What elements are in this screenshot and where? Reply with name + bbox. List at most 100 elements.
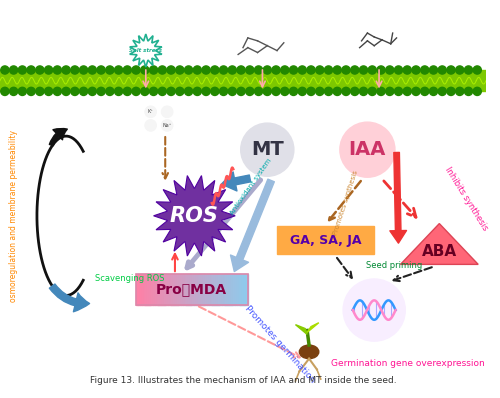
Text: MT: MT bbox=[251, 140, 284, 159]
Bar bbox=[174, 274, 176, 305]
Circle shape bbox=[123, 66, 132, 74]
Circle shape bbox=[360, 87, 368, 96]
Circle shape bbox=[394, 87, 402, 96]
Circle shape bbox=[97, 87, 105, 96]
Bar bbox=[246, 274, 248, 305]
Circle shape bbox=[210, 87, 219, 96]
Circle shape bbox=[420, 87, 429, 96]
Circle shape bbox=[184, 87, 192, 96]
Bar bbox=[182, 274, 185, 305]
Circle shape bbox=[368, 87, 376, 96]
Circle shape bbox=[44, 66, 52, 74]
Circle shape bbox=[176, 87, 184, 96]
FancyArrowPatch shape bbox=[50, 284, 90, 312]
Bar bbox=[151, 274, 154, 305]
Text: Figure 13. Illustrates the mechanism of IAA and MT inside the seed.: Figure 13. Illustrates the mechanism of … bbox=[90, 376, 397, 385]
Circle shape bbox=[140, 66, 149, 74]
Bar bbox=[216, 274, 218, 305]
Circle shape bbox=[333, 87, 342, 96]
Circle shape bbox=[290, 66, 298, 74]
Circle shape bbox=[114, 66, 122, 74]
Circle shape bbox=[377, 66, 385, 74]
Bar bbox=[238, 274, 241, 305]
Bar bbox=[212, 274, 215, 305]
Bar bbox=[162, 274, 164, 305]
Circle shape bbox=[202, 87, 210, 96]
Circle shape bbox=[237, 66, 245, 74]
Text: Seed priming: Seed priming bbox=[366, 261, 422, 270]
Ellipse shape bbox=[300, 345, 319, 359]
Circle shape bbox=[193, 66, 202, 74]
Circle shape bbox=[403, 66, 411, 74]
Text: Promotes germination: Promotes germination bbox=[243, 304, 317, 384]
Circle shape bbox=[202, 66, 210, 74]
Circle shape bbox=[18, 87, 26, 96]
Bar bbox=[226, 274, 228, 305]
Circle shape bbox=[132, 87, 140, 96]
Bar bbox=[190, 274, 192, 305]
Bar bbox=[138, 274, 140, 305]
Circle shape bbox=[456, 87, 464, 96]
Bar bbox=[168, 274, 170, 305]
Bar bbox=[181, 274, 183, 305]
Circle shape bbox=[420, 66, 429, 74]
Circle shape bbox=[62, 87, 70, 96]
Bar bbox=[205, 274, 208, 305]
Bar bbox=[140, 274, 142, 305]
Circle shape bbox=[316, 66, 324, 74]
Circle shape bbox=[438, 66, 446, 74]
Circle shape bbox=[386, 66, 394, 74]
Bar bbox=[210, 274, 213, 305]
Polygon shape bbox=[400, 224, 478, 264]
Circle shape bbox=[447, 66, 455, 74]
Text: Inhibits synthesis: Inhibits synthesis bbox=[444, 165, 490, 232]
Bar bbox=[233, 274, 235, 305]
Circle shape bbox=[71, 66, 79, 74]
Bar bbox=[207, 274, 209, 305]
Circle shape bbox=[184, 66, 192, 74]
Circle shape bbox=[210, 66, 219, 74]
Bar bbox=[229, 274, 232, 305]
Bar bbox=[200, 274, 202, 305]
Bar bbox=[148, 274, 150, 305]
Bar bbox=[0, 70, 486, 92]
Circle shape bbox=[254, 87, 262, 96]
Circle shape bbox=[1, 66, 9, 74]
Bar bbox=[240, 274, 242, 305]
Bar bbox=[277, 226, 374, 254]
Circle shape bbox=[167, 66, 175, 74]
Bar bbox=[198, 274, 200, 305]
Circle shape bbox=[246, 66, 254, 74]
Circle shape bbox=[447, 87, 455, 96]
Circle shape bbox=[1, 87, 9, 96]
Text: ROS: ROS bbox=[170, 206, 219, 226]
Polygon shape bbox=[296, 325, 307, 334]
Circle shape bbox=[386, 87, 394, 96]
Circle shape bbox=[342, 87, 350, 96]
Circle shape bbox=[430, 87, 438, 96]
Bar bbox=[154, 274, 157, 305]
Circle shape bbox=[263, 87, 272, 96]
Circle shape bbox=[80, 66, 88, 74]
Bar bbox=[203, 274, 205, 305]
Circle shape bbox=[10, 87, 18, 96]
Text: Antioxidant system: Antioxidant system bbox=[229, 157, 272, 216]
Circle shape bbox=[473, 66, 482, 74]
Bar bbox=[144, 274, 146, 305]
Circle shape bbox=[324, 87, 332, 96]
Text: osmoregulation and membrane permeability: osmoregulation and membrane permeability bbox=[9, 130, 18, 302]
Bar bbox=[179, 274, 182, 305]
Bar bbox=[172, 274, 174, 305]
Bar bbox=[244, 274, 246, 305]
Circle shape bbox=[158, 87, 166, 96]
Bar bbox=[218, 274, 220, 305]
Circle shape bbox=[333, 66, 342, 74]
Circle shape bbox=[10, 66, 18, 74]
Circle shape bbox=[412, 87, 420, 96]
Circle shape bbox=[298, 66, 306, 74]
Circle shape bbox=[350, 87, 359, 96]
Circle shape bbox=[62, 66, 70, 74]
Circle shape bbox=[298, 87, 306, 96]
Bar bbox=[170, 274, 172, 305]
Bar bbox=[166, 274, 168, 305]
